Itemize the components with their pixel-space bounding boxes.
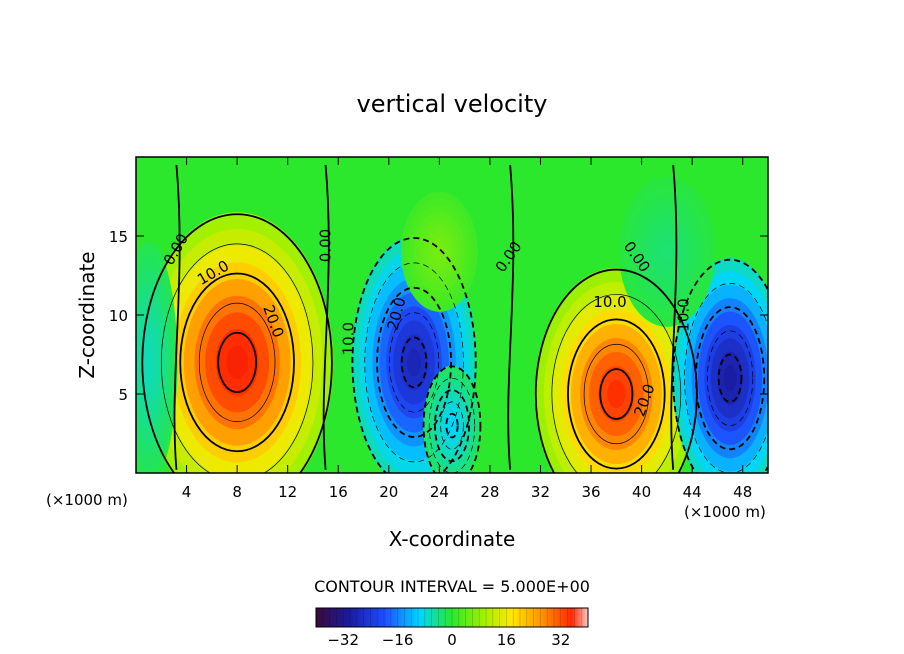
contour-line — [567, 318, 666, 470]
velocity-cell — [618, 176, 715, 327]
velocity-cell — [672, 258, 768, 473]
contour-line — [440, 401, 464, 450]
x-tick-label: 36 — [581, 483, 600, 501]
contour-line — [351, 237, 477, 473]
contour-line — [422, 365, 482, 473]
field-band — [407, 348, 422, 377]
colorbar-frame — [315, 607, 589, 628]
x-tick-label: 40 — [632, 483, 651, 501]
contour-line — [389, 312, 440, 413]
contour-line — [198, 302, 276, 422]
contour-label: 10.0 — [674, 298, 692, 331]
zero-contour — [507, 164, 515, 470]
colorbar-tick-label: −16 — [382, 631, 414, 649]
field-band — [661, 243, 673, 261]
contour-line — [706, 330, 754, 426]
x-tick-label: 16 — [329, 483, 348, 501]
contour-line — [672, 258, 768, 473]
field-band — [435, 245, 444, 259]
contour-label: 10.0 — [339, 322, 357, 355]
contour-interval: CONTOUR INTERVAL = 5.000E+00 — [314, 577, 590, 596]
velocity-cell — [136, 242, 178, 473]
y-tick-label: 10 — [109, 307, 128, 325]
x-tick-label: 32 — [531, 483, 550, 501]
field-band — [145, 349, 152, 376]
contour-line — [695, 306, 766, 451]
contour-label: 10.0 — [593, 293, 626, 311]
contour-line — [434, 389, 470, 463]
contour-group — [672, 258, 768, 473]
contour-line — [160, 243, 314, 473]
contour-line — [717, 353, 743, 403]
contour-line — [551, 294, 682, 473]
zero-contour — [322, 164, 330, 470]
x-tick-label: 8 — [232, 483, 242, 501]
colorbar-ticks: −32 −16 0 16 32 — [327, 631, 570, 649]
contour-line — [445, 412, 459, 439]
colorbar-ramp — [316, 608, 588, 627]
contour-lines — [141, 164, 768, 473]
x-tick-label: 28 — [480, 483, 499, 501]
zero-contour — [173, 164, 181, 470]
colorbar-tick-label: 0 — [447, 631, 457, 649]
contour-line — [217, 331, 257, 393]
velocity-cell — [400, 191, 478, 312]
contour-line — [583, 343, 649, 445]
x-unit-right: (×1000 m) — [684, 503, 766, 521]
contour-group — [422, 365, 482, 473]
contour-group — [141, 213, 333, 473]
contour-line — [684, 283, 768, 473]
y-tick-label: 5 — [118, 386, 128, 404]
x-axis: 4 8 12 16 20 24 28 32 36 40 44 48 — [182, 157, 752, 501]
contour-line — [400, 336, 428, 389]
x-tick-label: 48 — [733, 483, 752, 501]
x-unit-left: (×1000 m) — [46, 491, 128, 509]
zero-contour — [670, 164, 678, 470]
colorbar-tick-label: 16 — [497, 631, 516, 649]
contour-group — [351, 237, 477, 473]
x-tick-label: 20 — [379, 483, 398, 501]
x-axis-label: X-coordinate — [389, 527, 516, 551]
contour-line — [428, 377, 476, 473]
colorbar-tick-label: 32 — [551, 631, 570, 649]
x-tick-label: 4 — [182, 483, 192, 501]
colorbar-bands — [322, 608, 582, 627]
x-tick-label: 44 — [683, 483, 702, 501]
contour-line — [376, 286, 452, 438]
colorbar: −32 −16 0 16 32 — [315, 607, 589, 649]
chart-title: vertical velocity — [357, 90, 548, 118]
x-tick-label: 12 — [278, 483, 297, 501]
colorbar-tick-label: −32 — [327, 631, 359, 649]
contour-label: 0.00 — [317, 229, 335, 262]
y-axis-label: Z-coordinate — [75, 251, 99, 378]
field-band — [226, 345, 248, 380]
x-tick-label: 24 — [430, 483, 449, 501]
field-band — [723, 364, 737, 392]
y-tick-label: 15 — [109, 228, 128, 246]
contour-line — [599, 368, 634, 420]
y-axis: 5 10 15 — [109, 228, 768, 404]
field-band — [607, 379, 626, 409]
contour-line — [364, 262, 464, 463]
contour-line — [141, 213, 333, 473]
contour-line — [179, 272, 295, 453]
